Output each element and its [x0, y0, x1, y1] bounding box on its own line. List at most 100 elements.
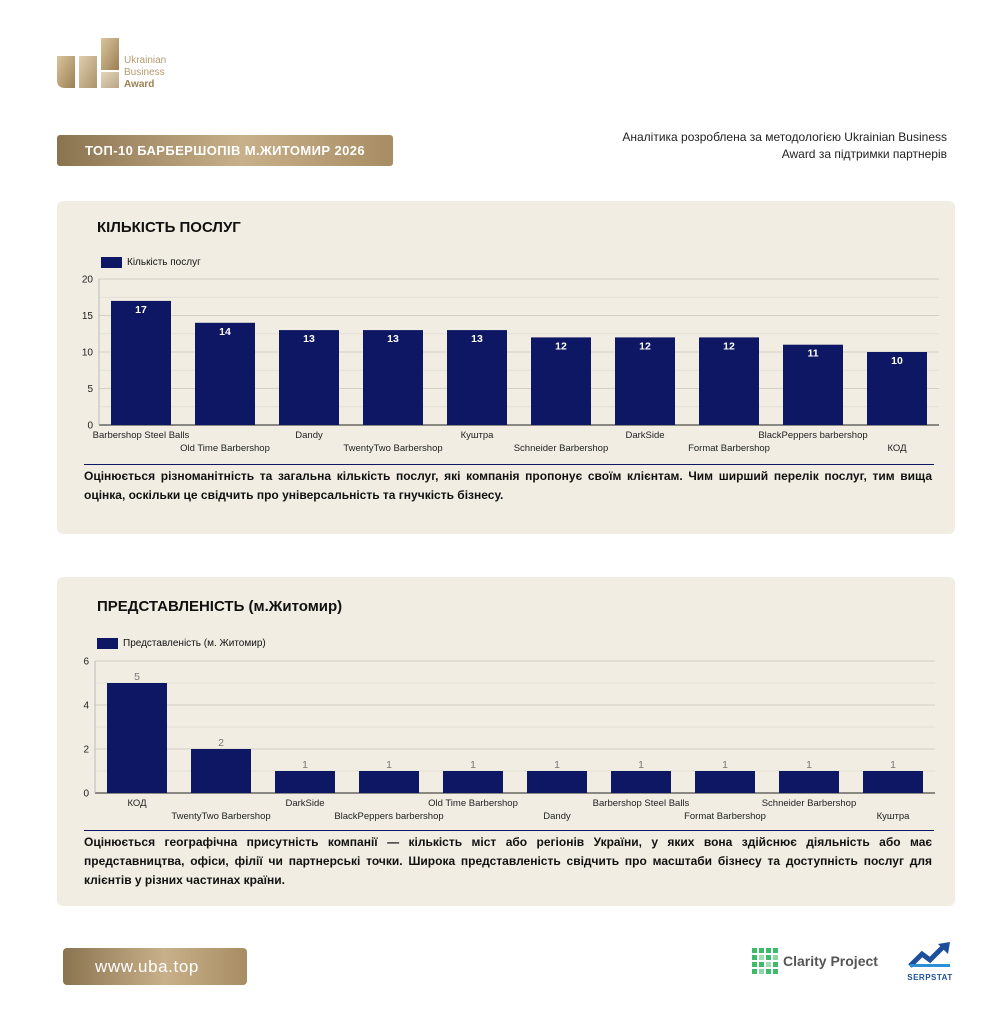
services-panel: КІЛЬКІСТЬ ПОСЛУГ Кількість послуг 0 5 10 15…: [57, 201, 955, 534]
x-category-label: TwentyTwo Barbershop: [343, 443, 442, 454]
uba-logo: [57, 38, 119, 88]
bar: [695, 771, 755, 793]
y-tick-label: 20: [82, 275, 94, 286]
services-bar-chart: 0 5 10 15 20 17 Barbershop Steel Balls 14 Old Ti…: [82, 275, 939, 454]
serpstat-label: SERPSTAT: [907, 973, 953, 982]
x-category-label: TwentyTwo Barbershop: [171, 811, 270, 822]
presence-legend-label: Представленість (м. Житомир): [123, 638, 266, 649]
logo-line2: Business: [124, 67, 165, 78]
bar: [867, 352, 927, 425]
bar: [279, 330, 339, 425]
bar-value-label: 1: [470, 759, 476, 771]
x-category-label: Old Time Barbershop: [428, 798, 518, 809]
clarity-grid-icon: [752, 948, 778, 974]
bar: [275, 771, 335, 793]
presence-panel: ПРЕДСТАВЛЕНІСТЬ (м.Житомир) Представлені…: [57, 577, 955, 906]
services-divider: [84, 464, 934, 465]
services-legend: Кількість послуг: [101, 257, 201, 268]
bar-value-label: 1: [638, 759, 644, 771]
x-category-label: Куштра: [877, 811, 911, 822]
services-legend-label: Кількість послуг: [127, 257, 201, 268]
bar: [527, 771, 587, 793]
services-chart-title: КІЛЬКІСТЬ ПОСЛУГ: [97, 219, 241, 236]
bar-value-label: 1: [386, 759, 392, 771]
x-category-label: Dandy: [543, 811, 571, 822]
bar-value-label: 17: [135, 304, 147, 316]
y-tick-label: 4: [83, 701, 89, 712]
bar: [779, 771, 839, 793]
page-title: ТОП-10 БАРБЕРШОПІВ М.ЖИТОМИР 2026: [84, 143, 366, 158]
x-category-label: КОД: [887, 443, 907, 454]
bar-value-label: 13: [387, 333, 399, 345]
x-category-label: Format Barbershop: [684, 811, 766, 822]
logo-wordmark: Ukrainian Business Award: [124, 55, 166, 91]
bar: [111, 300, 171, 425]
logo-line1: Ukrainian: [124, 55, 167, 66]
x-category-label: Barbershop Steel Balls: [93, 430, 190, 441]
bar-value-label: 1: [806, 759, 812, 771]
bar-value-label: 11: [807, 348, 818, 360]
y-tick-label: 6: [83, 657, 89, 668]
page-title-badge: ТОП-10 БАРБЕРШОПІВ М.ЖИТОМИР 2026: [57, 135, 393, 166]
bar: [699, 337, 759, 425]
presence-legend: Представленість (м. Житомир): [97, 638, 266, 649]
presence-divider: [84, 830, 934, 831]
bar: [863, 771, 923, 793]
x-category-label: Dandy: [295, 430, 323, 441]
x-category-label: Barbershop Steel Balls: [593, 798, 690, 809]
y-tick-label: 0: [83, 789, 89, 800]
bar-value-label: 1: [722, 759, 728, 771]
legend-swatch: [97, 638, 118, 649]
bar: [611, 771, 671, 793]
x-category-label: Format Barbershop: [688, 443, 770, 454]
bar-value-label: 1: [302, 759, 308, 771]
x-category-label: Schneider Barbershop: [514, 443, 609, 454]
presence-chart-title: ПРЕДСТАВЛЕНІСТЬ (м.Житомир): [97, 598, 343, 615]
bar: [615, 337, 675, 425]
bar-value-label: 1: [554, 759, 560, 771]
bar: [783, 344, 843, 425]
y-tick-label: 0: [87, 421, 93, 432]
x-category-label: BlackPeppers barbershop: [758, 430, 867, 441]
bar-value-label: 2: [218, 737, 224, 749]
bar: [359, 771, 419, 793]
y-tick-label: 5: [87, 384, 93, 395]
website-link[interactable]: www.uba.top: [63, 948, 247, 985]
bar-value-label: 5: [134, 671, 140, 683]
bar-value-label: 12: [639, 340, 651, 352]
methodology-note: Аналітика розроблена за методологією Ukr…: [622, 130, 947, 161]
bar-value-label: 12: [723, 340, 735, 352]
bar: [531, 337, 591, 425]
clarity-project-label: Clarity Project: [783, 953, 878, 969]
bar-value-label: 10: [891, 355, 903, 367]
x-category-label: DarkSide: [285, 798, 324, 809]
clarity-project-logo: Clarity Project: [752, 948, 878, 974]
presence-bar-chart: 0 2 4 6 5 КОД 2 TwentyTwo Barbershop 1 DarkSide 1 B…: [83, 657, 935, 822]
bar: [107, 683, 167, 793]
bar-value-label: 13: [471, 333, 483, 345]
logo-line3: Award: [124, 79, 155, 90]
bar: [191, 749, 251, 793]
serpstat-logo: SERPSTAT: [906, 940, 954, 982]
services-description: Оцінюється різноманітність та загальна к…: [84, 469, 932, 502]
bar: [447, 330, 507, 425]
bar-value-label: 12: [555, 340, 567, 352]
serpstat-chart-icon: [908, 942, 950, 968]
x-category-label: КОД: [127, 798, 147, 809]
bar-value-label: 13: [303, 333, 315, 345]
bar: [195, 322, 255, 425]
x-category-label: Куштра: [461, 430, 495, 441]
y-tick-label: 15: [82, 311, 94, 322]
presence-description: Оцінюється географічна присутність компа…: [84, 835, 932, 887]
legend-swatch: [101, 257, 122, 268]
x-category-label: Schneider Barbershop: [762, 798, 857, 809]
x-category-label: Old Time Barbershop: [180, 443, 270, 454]
x-category-label: BlackPeppers barbershop: [334, 811, 443, 822]
x-category-label: DarkSide: [625, 430, 664, 441]
bar-value-label: 14: [219, 326, 231, 338]
y-tick-label: 2: [83, 745, 89, 756]
bar: [443, 771, 503, 793]
bar-value-label: 1: [890, 759, 896, 771]
bar: [363, 330, 423, 425]
y-tick-label: 10: [82, 348, 94, 359]
